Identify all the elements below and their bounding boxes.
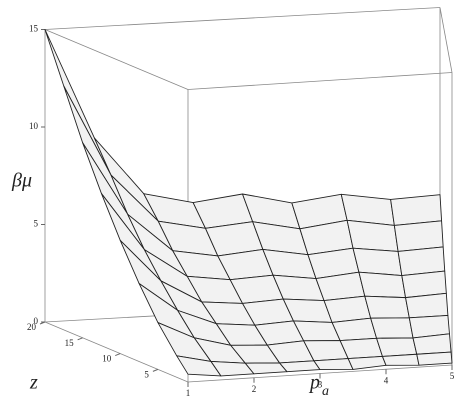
x-tick-label: 2 [252,384,257,394]
z-axis-label: βμ [11,170,32,192]
y-tick-label: 20 [27,322,37,332]
box-edge [44,29,189,90]
box-edge [439,7,453,73]
surface-cell [352,247,403,276]
surface-cell [364,295,410,319]
surface-cell [390,194,443,226]
y-tick-label: 5 [144,369,149,379]
box-edge [44,7,441,30]
y-tick [115,353,121,357]
surface-cell [339,337,383,360]
surface-cell [279,360,321,373]
surface-cell [347,355,387,370]
y-tick-label: 10 [102,354,112,364]
z-tick-label: 15 [29,24,39,34]
surface-cell [376,337,418,357]
surface-cell [416,351,453,366]
x-tick-label: 1 [186,388,191,398]
surface-cell [370,317,414,339]
surface-cell [405,292,449,319]
y-axis-label: z [29,372,38,394]
box-edge [187,72,453,90]
x-axis-label: p [308,372,320,394]
surface-cell [358,271,407,299]
z-tick-label: 5 [34,219,39,229]
z-tick-label: 0 [34,316,39,326]
x-tick-label: 3 [318,380,323,390]
surface-cell [63,85,129,215]
surface-cell [397,246,446,276]
surface-cell [313,358,354,371]
box-edge [44,321,189,383]
y-tick [152,368,159,372]
z-tick-label: 10 [29,121,39,131]
surface-cell [331,317,378,341]
surface-cell [393,220,444,252]
surface-cell [382,353,420,366]
y-tick [39,321,46,325]
x-axis-label-subscript: a [322,384,329,399]
y-tick-label: 15 [65,338,75,348]
x-tick-label: 5 [450,371,455,381]
x-tick-label: 4 [384,375,389,385]
y-tick [77,337,83,341]
surface-cell [346,219,399,252]
